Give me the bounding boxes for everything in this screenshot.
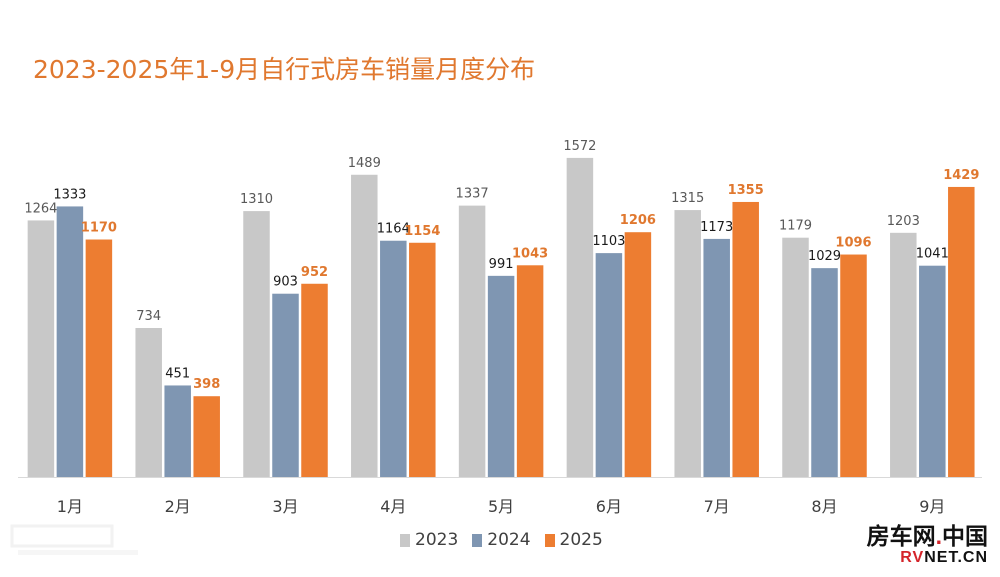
- bar-2025-6: [624, 232, 652, 477]
- legend-swatch-2025: [544, 533, 555, 547]
- logo-cn-main: 房车网: [866, 523, 936, 549]
- data-label-2024-7: 1173: [700, 220, 733, 235]
- legend-swatch-2023: [400, 533, 410, 547]
- data-label-2025-4: 1154: [404, 224, 440, 239]
- bar-2025-7: [732, 201, 759, 477]
- x-tick-label: 3月: [272, 497, 298, 516]
- bar-2023-6: [566, 157, 594, 477]
- legend-swatch-2024: [472, 533, 483, 547]
- bar-2023-1: [27, 220, 55, 478]
- x-tick-label: 1月: [57, 497, 83, 516]
- bar-2024-9: [919, 265, 946, 477]
- data-label-2024-9: 1041: [916, 247, 949, 262]
- watermark-icon: [10, 524, 138, 555]
- bar-2024-7: [703, 238, 730, 477]
- data-label-2025-8: 1096: [835, 236, 871, 251]
- bar-2025-3: [301, 283, 328, 477]
- bar-2025-5: [516, 265, 544, 477]
- bar-2024-6: [595, 253, 623, 477]
- bar-2025-4: [409, 242, 436, 477]
- data-label-2023-8: 1179: [779, 219, 812, 234]
- legend-item-2025: 2025: [544, 530, 603, 550]
- bar-2025-2: [193, 396, 220, 477]
- bar-2024-8: [811, 268, 838, 477]
- legend-item-2023: 2023: [400, 530, 458, 550]
- bar-2023-3: [243, 211, 270, 477]
- bar-2025-1: [85, 239, 113, 477]
- logo-cn-dot: .: [935, 523, 942, 549]
- data-label-2023-9: 1203: [887, 214, 920, 229]
- x-tick-label: 8月: [811, 497, 837, 516]
- data-label-2024-6: 1103: [592, 234, 625, 249]
- data-label-2024-2: 451: [165, 366, 190, 381]
- x-tick-label: 5月: [488, 497, 514, 516]
- bar-2023-9: [890, 232, 917, 477]
- bar-2025-8: [840, 254, 867, 477]
- legend-label-2023: 2023: [415, 530, 459, 550]
- bar-2023-8: [782, 237, 809, 477]
- bar-2024-2: [164, 385, 191, 477]
- data-label-2025-5: 1043: [512, 246, 548, 261]
- data-label-2023-3: 1310: [240, 192, 273, 207]
- x-tick-label: 6月: [596, 497, 622, 516]
- x-tick-label: 4月: [380, 497, 406, 516]
- x-tick-label: 2月: [165, 497, 191, 516]
- bar-2023-2: [135, 328, 162, 477]
- data-label-2023-1: 1264: [24, 201, 57, 216]
- legend-label-2024: 2024: [487, 530, 531, 550]
- logo-en-red: RV: [900, 549, 925, 566]
- data-label-2023-5: 1337: [456, 187, 489, 202]
- logo-en-rest: NET.CN: [924, 549, 988, 566]
- data-label-2023-4: 1489: [348, 156, 381, 171]
- data-label-2025-2: 398: [193, 377, 220, 392]
- legend-label-2025: 2025: [559, 530, 603, 550]
- data-label-2024-1: 1333: [53, 187, 86, 202]
- data-label-2024-3: 903: [273, 275, 298, 290]
- bar-2025-9: [948, 186, 975, 477]
- chart-title: 2023-2025年1-9月自行式房车销量月度分布: [33, 55, 536, 84]
- bar-2024-5: [487, 275, 515, 477]
- data-label-2025-1: 1170: [81, 221, 117, 236]
- data-label-2024-5: 991: [489, 257, 514, 272]
- data-label-2023-6: 1572: [563, 139, 596, 154]
- data-label-2025-9: 1429: [943, 168, 979, 183]
- bar-2024-3: [272, 293, 299, 477]
- legend: 2023 2024 2025: [400, 530, 603, 550]
- x-tick-label: 7月: [704, 497, 730, 516]
- rvnet-logo: 房车网.中国 RVNET.CN: [867, 524, 988, 568]
- x-tick-label: 9月: [919, 497, 945, 516]
- bar-2023-7: [674, 210, 701, 477]
- data-label-2025-7: 1355: [728, 183, 764, 198]
- logo-cn-tail: 中国: [942, 523, 988, 549]
- bar-2024-4: [380, 240, 407, 477]
- legend-item-2024: 2024: [472, 530, 531, 550]
- data-label-2025-6: 1206: [620, 213, 656, 228]
- data-label-2024-4: 1164: [377, 222, 410, 237]
- data-label-2024-8: 1029: [808, 249, 841, 264]
- data-label-2023-7: 1315: [671, 191, 704, 206]
- data-label-2025-3: 952: [301, 265, 328, 280]
- data-label-2023-2: 734: [136, 309, 161, 324]
- bar-2024-1: [56, 206, 84, 477]
- bar-2023-5: [458, 205, 486, 478]
- bar-2023-4: [351, 174, 378, 477]
